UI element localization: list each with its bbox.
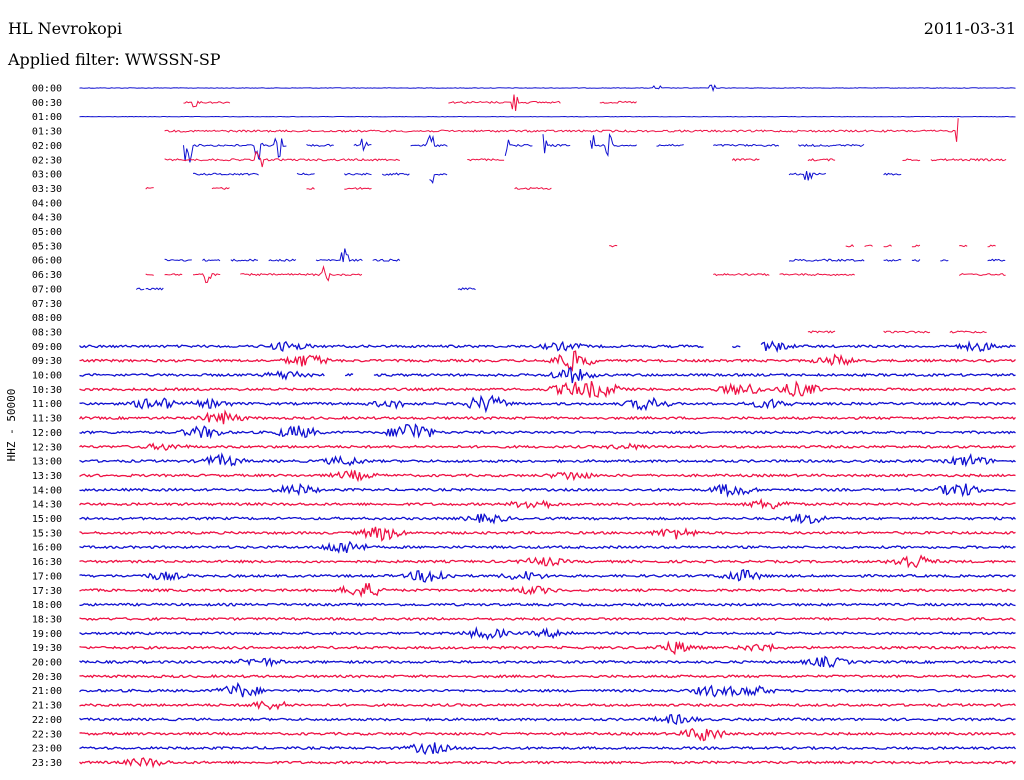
time-tick-label: 22:30 [32, 729, 62, 740]
trace-line [79, 442, 1016, 451]
trace-line [79, 602, 1016, 607]
station-title: HL Nevrokopi [8, 19, 123, 38]
filter-label: Applied filter: WWSSN-SP [8, 50, 221, 69]
time-tick-label: 03:00 [32, 170, 62, 181]
time-tick-label: 07:00 [32, 284, 62, 295]
time-tick-label: 17:30 [32, 586, 62, 597]
trace-line [79, 640, 1016, 656]
trace-line [79, 526, 1016, 542]
trace-line [79, 554, 1016, 569]
time-tick-label: 01:00 [32, 112, 62, 123]
time-tick-label: 09:30 [32, 356, 62, 367]
trace-line [79, 513, 1016, 525]
time-tick-label: 23:30 [32, 758, 62, 769]
time-tick-label: 20:00 [32, 658, 62, 669]
time-tick-label: 05:00 [32, 227, 62, 238]
trace-line [79, 569, 1016, 583]
time-tick-label: 05:30 [32, 241, 62, 252]
trace-line [164, 248, 1006, 263]
trace-line [79, 350, 1016, 373]
time-tick-label: 03:30 [32, 184, 62, 195]
trace-line [79, 84, 1016, 93]
time-tick-label: 14:00 [32, 485, 62, 496]
time-tick-label: 13:00 [32, 457, 62, 468]
trace-line [79, 423, 1016, 440]
time-tick-label: 18:00 [32, 600, 62, 611]
trace-line [145, 265, 1006, 284]
time-tick-label: 01:30 [32, 127, 62, 138]
trace-line [79, 616, 1016, 622]
trace-line [79, 497, 1016, 510]
trace-line [79, 469, 1016, 483]
trace-line [183, 132, 865, 163]
trace-line [79, 655, 1017, 669]
trace-line [79, 727, 1016, 742]
trace-line [183, 94, 637, 111]
trace-line [164, 151, 1007, 168]
trace-line [807, 330, 987, 334]
trace-line [192, 171, 902, 184]
time-tick-label: 19:30 [32, 643, 62, 654]
time-tick-label: 06:00 [32, 256, 62, 267]
time-tick-label: 13:30 [32, 471, 62, 482]
trace-line [79, 700, 1016, 711]
trace-line [79, 482, 1016, 498]
time-tick-label: 12:30 [32, 442, 62, 453]
trace-line [79, 340, 1016, 354]
time-tick-label: 02:00 [32, 141, 62, 152]
time-tick-label: 21:00 [32, 686, 62, 697]
trace-line [79, 540, 1016, 554]
trace-line [145, 186, 552, 190]
trace-line [609, 244, 996, 248]
trace-line [79, 714, 1016, 726]
trace-line [79, 757, 1017, 769]
trace-line [164, 118, 959, 142]
time-tick-label: 16:00 [32, 543, 62, 554]
time-tick-label: 10:30 [32, 385, 62, 396]
trace-line [79, 452, 1016, 468]
time-tick-label: 02:30 [32, 155, 62, 166]
time-tick-label: 18:30 [32, 614, 62, 625]
trace-line [79, 583, 1016, 598]
time-tick-label: 17:00 [32, 571, 62, 582]
time-tick-labels: 00:00 00:30 01:00 01:30 02:00 02:30 03:00 03:30… [32, 84, 62, 769]
time-tick-label: 09:00 [32, 342, 62, 353]
trace-line [79, 681, 1016, 698]
trace-line [79, 394, 1016, 414]
time-tick-label: 11:30 [32, 414, 62, 425]
time-tick-label: 23:00 [32, 744, 62, 755]
time-tick-label: 14:30 [32, 500, 62, 511]
trace-line [78, 409, 1016, 425]
time-tick-label: 07:30 [32, 299, 62, 310]
time-tick-label: 00:00 [32, 84, 62, 95]
time-tick-label: 15:00 [32, 514, 62, 525]
time-tick-label: 21:30 [32, 701, 62, 712]
trace-line [79, 625, 1016, 641]
time-tick-label: 04:00 [32, 198, 62, 209]
trace-line [135, 287, 476, 291]
trace-lines [78, 84, 1017, 769]
trace-line [79, 367, 1016, 384]
y-axis-label: HHZ - 50000 [5, 389, 18, 462]
trace-line [79, 380, 1016, 399]
time-tick-label: 00:30 [32, 98, 62, 109]
time-tick-label: 16:30 [32, 557, 62, 568]
time-tick-label: 20:30 [32, 672, 62, 683]
trace-line [79, 674, 1016, 679]
time-tick-label: 08:00 [32, 313, 62, 324]
trace-line [79, 742, 1016, 756]
time-tick-label: 22:00 [32, 715, 62, 726]
time-tick-label: 19:00 [32, 629, 62, 640]
time-tick-label: 10:00 [32, 371, 62, 382]
time-tick-label: 08:30 [32, 327, 62, 338]
time-tick-label: 12:00 [32, 428, 62, 439]
time-tick-label: 04:30 [32, 213, 62, 224]
record-date: 2011-03-31 [923, 19, 1016, 38]
time-tick-label: 11:00 [32, 399, 62, 410]
time-tick-label: 06:30 [32, 270, 62, 281]
time-tick-label: 15:30 [32, 528, 62, 539]
